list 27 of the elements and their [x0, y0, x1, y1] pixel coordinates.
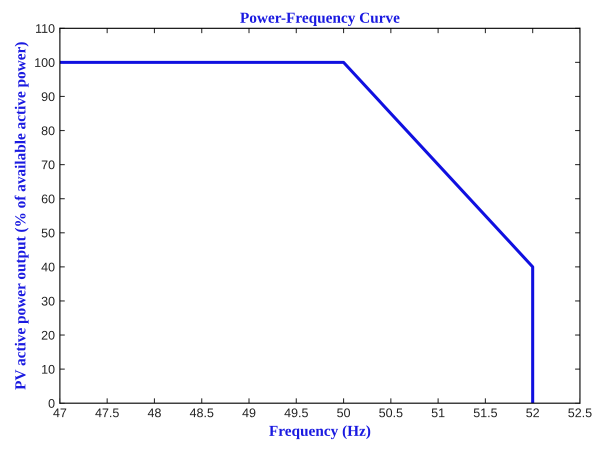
- y-tick-label: 110: [36, 24, 55, 33]
- y-axis-title: PV active power output (% of available active power): [14, 42, 29, 390]
- y-tick-label: 30: [42, 296, 55, 306]
- x-tick-label: 50.5: [379, 408, 402, 418]
- x-axis-title: Frequency (Hz): [269, 425, 370, 440]
- x-tick-label: 47.5: [95, 408, 119, 418]
- y-tick-label: 100: [35, 58, 55, 68]
- y-tick-label: 70: [42, 160, 55, 170]
- x-tick-label: 52.5: [568, 408, 592, 418]
- x-tick-label: 47: [53, 408, 66, 418]
- y-tick-label: 80: [42, 126, 55, 136]
- y-tick-label: 90: [42, 92, 55, 102]
- y-tick-label: 0: [48, 399, 55, 408]
- x-tick-label: 48: [148, 408, 161, 418]
- y-tick-label: 10: [42, 364, 55, 374]
- x-tick-label: 49: [242, 408, 256, 418]
- x-tick-label: 51.5: [474, 408, 498, 418]
- x-tick-label: 51: [432, 408, 444, 418]
- y-tick-label: 40: [41, 262, 55, 272]
- y-tick-label: 60: [42, 194, 55, 204]
- chart-title: Power-Frequency Curve: [240, 12, 400, 26]
- x-tick-label: 49.5: [284, 408, 308, 418]
- x-tick-label: 52: [526, 408, 539, 418]
- y-tick-label: 50: [42, 228, 55, 238]
- x-tick-label: 50: [337, 408, 350, 418]
- y-tick-label: 20: [42, 330, 55, 340]
- x-tick-label: 48.5: [190, 408, 214, 418]
